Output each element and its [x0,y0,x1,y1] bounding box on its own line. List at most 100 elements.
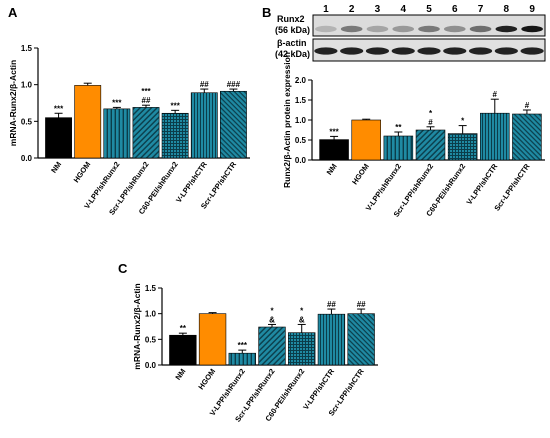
actin-band [391,47,415,55]
significance-label: * [270,306,274,315]
blot-label-actin: β-actin [277,38,307,48]
blot-lane-label: 2 [349,4,355,15]
significance-label: # [428,118,433,127]
runx2-band [443,25,466,33]
bar-c60-pei-shrunx2 [447,133,478,161]
blot-lane-label: 6 [452,4,458,15]
actin-band [340,47,364,55]
y-axis-label: mRNA-Runx2/β-Actin [132,283,142,369]
blot-label-runx2-kda: (56 kDa) [275,25,310,35]
blot-lane-label: 1 [323,4,329,15]
significance-label: ## [200,80,209,89]
category-label: Scr-LPP/shCTR [492,162,531,213]
bar-hgom [351,119,381,161]
significance-label: *** [141,87,151,96]
bar-v-lpp-shctr [317,313,346,366]
y-tick-label: 2.0 [295,76,307,85]
category-label: NM [173,367,187,382]
blot-lane-label: 4 [400,4,406,15]
actin-band [520,47,544,55]
actin-band [417,47,441,55]
runx2-band [366,25,389,33]
runx2-band [418,25,440,33]
significance-label: *** [329,127,339,136]
y-tick-label: 1.0 [145,310,157,319]
runx2-band [392,25,415,33]
significance-label: & [299,315,305,324]
significance-label: ## [327,300,336,309]
y-axis-label: Runx2/β-Actin protein expression [282,52,292,188]
bar-hgom [198,313,227,366]
category-label: HGOM [196,367,217,391]
runx2-band [495,25,518,33]
blot-lane-label: 9 [529,4,535,15]
category-label: V-LPP/shCTR [465,162,500,207]
runx2-band [315,25,337,33]
y-tick-label: 0.0 [295,156,307,165]
blot-lane-label: 3 [375,4,381,15]
blot-label-runx2: Runx2 [277,14,305,24]
actin-band [443,47,467,55]
actin-band [494,47,518,55]
y-tick-label: 0.5 [145,335,157,344]
panel-letter-b: B [262,5,271,20]
blot-lane-label: 5 [426,4,432,15]
category-label: HGOM [72,160,93,184]
y-tick-label: 1.0 [295,116,307,125]
y-tick-label: 0.0 [21,154,33,163]
significance-label: * [300,306,304,315]
y-tick-label: 0.5 [21,117,33,126]
actin-band [314,47,338,55]
panel-letter-c: C [118,261,128,276]
y-tick-label: 1.0 [21,81,33,90]
actin-band [365,47,390,55]
bar-v-lpp-shctr [480,112,510,161]
blot-lane-label: 7 [478,4,484,15]
significance-label: ** [395,123,402,132]
blot-lane-label: 8 [504,4,510,15]
bar-v-lpp-shrunx2 [103,108,131,159]
significance-label: ## [142,96,151,105]
bar-nm [169,334,197,366]
y-tick-label: 0.0 [145,361,157,370]
y-axis-label: mRNA-Runx2/β-Actin [8,60,18,146]
bar-hgom [74,85,102,159]
y-tick-label: 1.5 [21,44,33,53]
bar-nm [45,117,72,159]
bar-scr-lpp-shctr [347,313,375,366]
significance-label: *** [238,341,248,350]
significance-label: *** [54,104,64,113]
significance-label: ## [357,300,366,309]
y-tick-label: 0.5 [295,136,307,145]
bar-scr-lpp-shctr [512,113,542,161]
bar-c60-pei-shrunx2 [161,112,189,159]
significance-label: # [493,90,498,99]
significance-label: *** [170,101,180,110]
y-tick-label: 1.5 [145,284,157,293]
bar-v-lpp-shctr [190,92,218,159]
actin-band [468,47,493,55]
significance-label: # [525,101,530,110]
runx2-band [469,25,492,33]
significance-label: ### [227,80,241,89]
bar-scr-lpp-shrunx2 [132,107,160,159]
y-tick-label: 1.5 [295,96,307,105]
significance-label: *** [112,98,122,107]
category-label: HGOM [350,162,371,186]
bar-scr-lpp-shrunx2 [415,129,446,161]
bar-scr-lpp-shctr [220,90,247,159]
runx2-blot-strip [312,14,546,37]
bar-nm [319,139,349,161]
significance-label: * [429,109,433,118]
category-label: NM [49,160,63,175]
bar-c60-pei-shrunx2 [288,332,316,366]
western-blot: 1 2 3 4 5 6 7 8 9 Runx2 (56 kDa) β-actin (42 kDa… [275,4,546,62]
significance-label: ** [180,324,187,333]
bar-v-lpp-shrunx2 [383,135,414,161]
significance-label: & [269,315,275,324]
panel-letter-a: A [8,5,18,20]
significance-label: * [461,117,465,126]
